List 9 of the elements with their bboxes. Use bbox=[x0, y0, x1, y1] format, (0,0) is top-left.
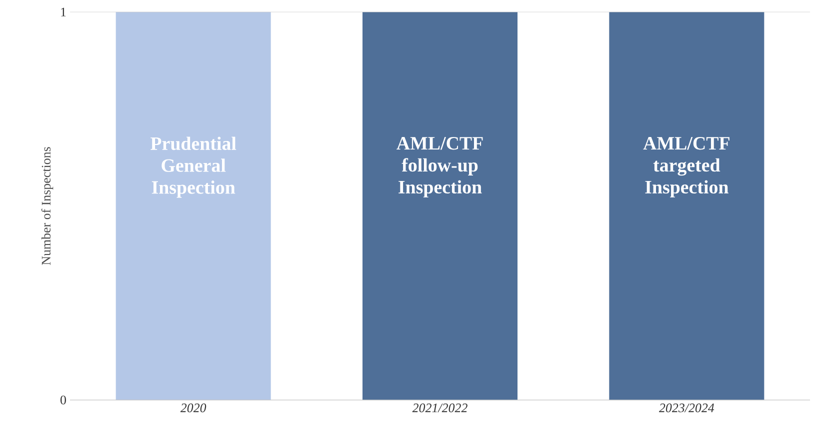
x-tick-label: 2021/2022 bbox=[412, 404, 468, 412]
x-tick-label: 2023/2024 bbox=[658, 404, 714, 412]
x-tick-label: 2020 bbox=[180, 404, 206, 412]
annotation: Prudential General Inspection bbox=[150, 136, 236, 198]
y-tick-label: 0 bbox=[60, 396, 66, 404]
y-tick-label: 1 bbox=[61, 8, 66, 16]
annotation: AML/CTF targeted Inspection bbox=[643, 137, 730, 198]
y-axis-title: Number of Inspections bbox=[41, 147, 54, 265]
annotation: AML/CTF follow-up Inspection bbox=[396, 137, 483, 198]
